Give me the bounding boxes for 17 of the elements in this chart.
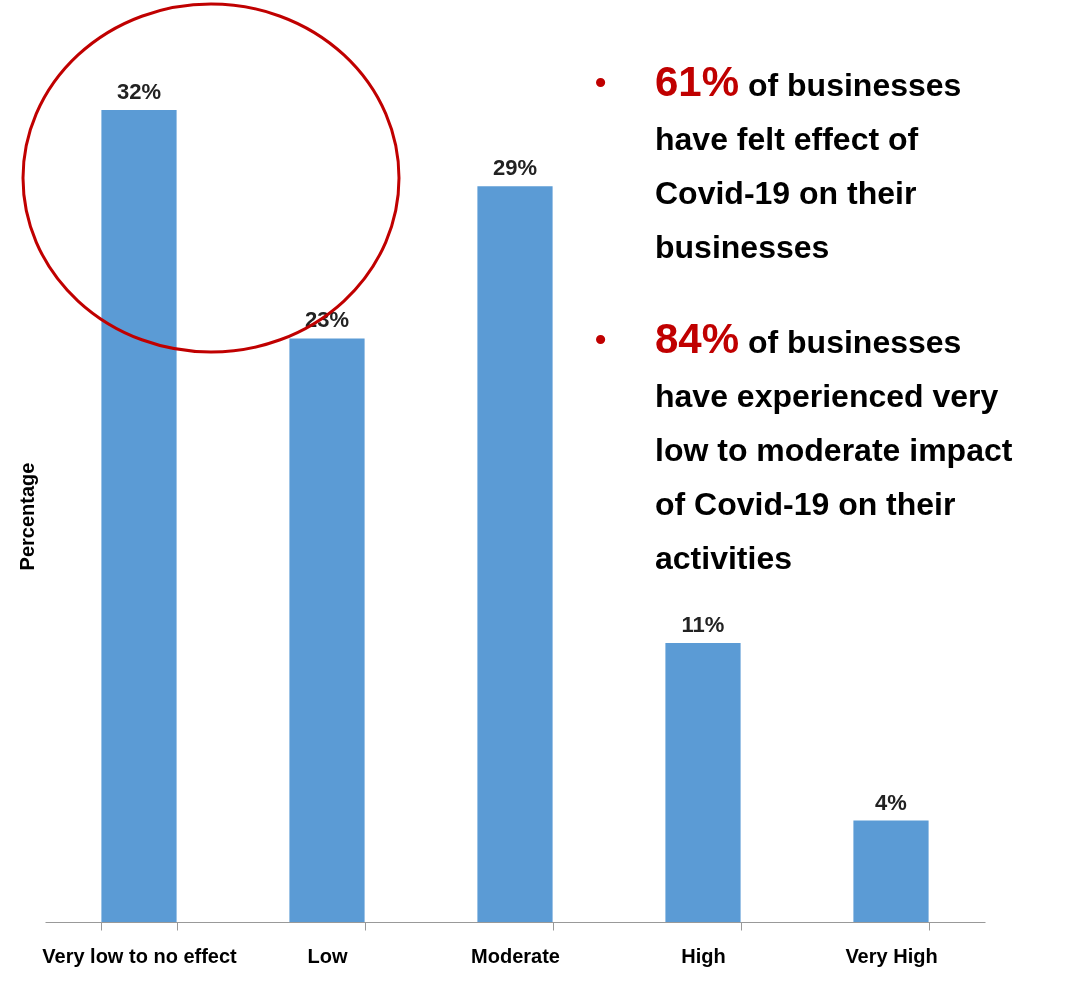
bar <box>477 186 553 922</box>
bar <box>665 642 741 922</box>
x-tick-label: Low <box>307 944 348 967</box>
x-tick-label: Very low to no effect <box>42 944 238 967</box>
bar <box>289 338 365 922</box>
bar <box>101 110 177 922</box>
bar <box>853 820 929 922</box>
data-label: 4% <box>875 789 907 815</box>
text: • 84% of businesses have experienced very low to moderate impact of Covid-19 on their activities <box>595 315 1013 576</box>
data-label: 32% <box>116 79 162 104</box>
y-axis-title: Percentage <box>15 462 38 571</box>
x-tick-label: Very High <box>845 944 938 967</box>
data-label: 29% <box>492 155 538 181</box>
x-tick-label: High <box>681 944 726 967</box>
data-label: 11% <box>681 611 725 637</box>
x-tick-label: Moderate <box>471 944 560 967</box>
text: • 61% of businesses have felt effect of Covid-19 on their businesses <box>595 58 962 265</box>
